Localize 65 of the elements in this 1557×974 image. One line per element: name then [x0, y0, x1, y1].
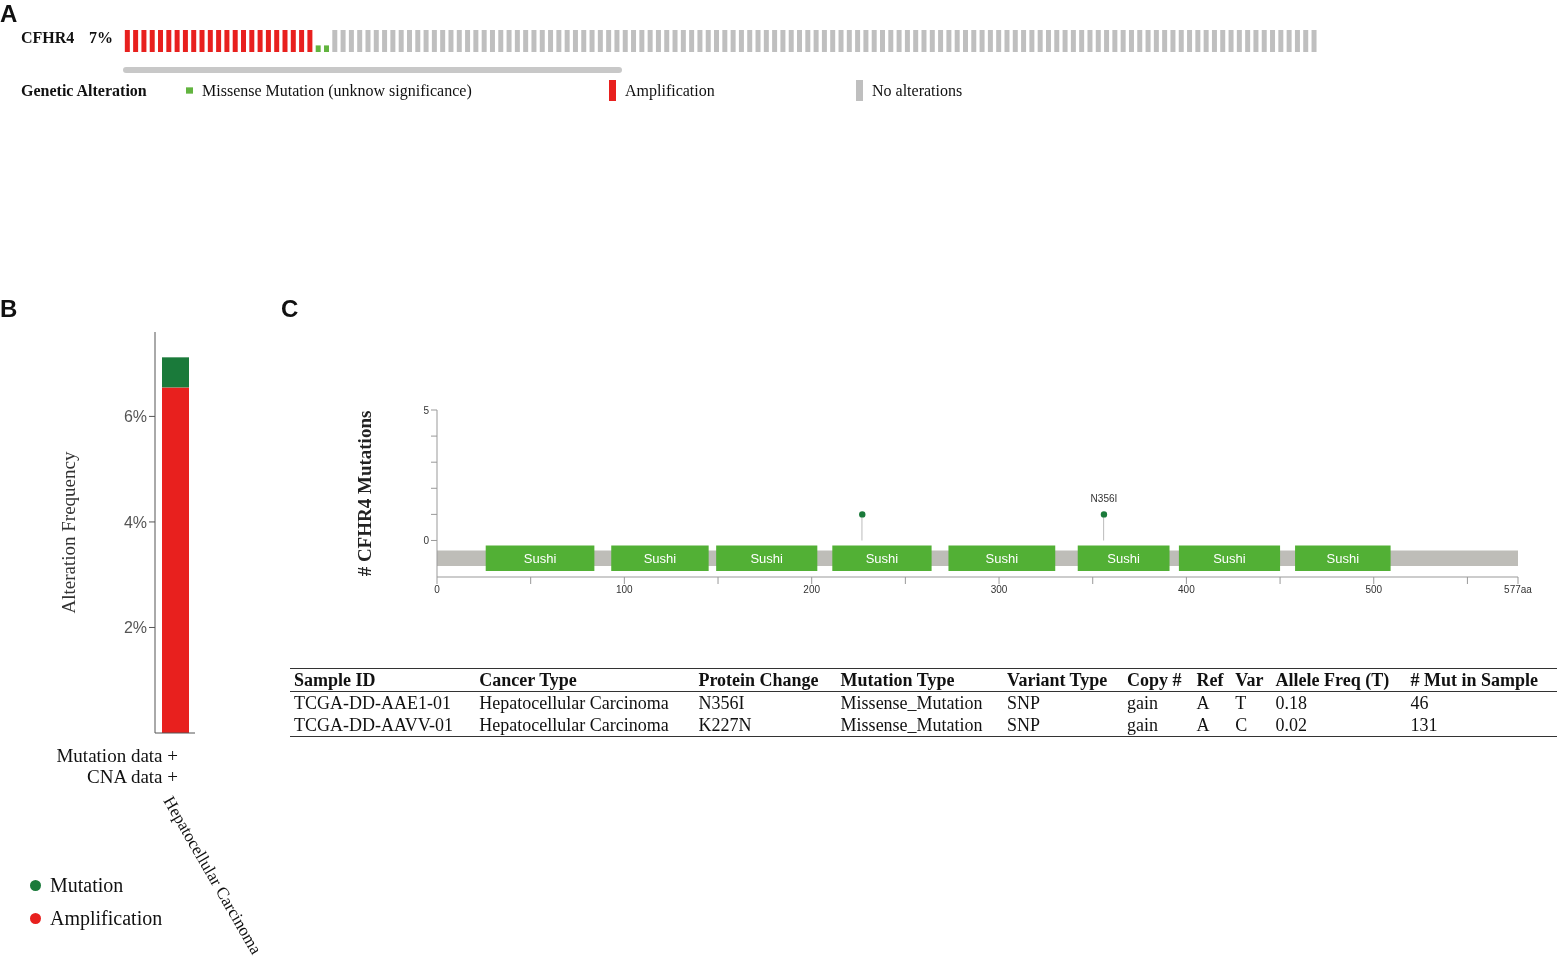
band-label: Sushi [865, 550, 899, 566]
category-label: # Mut in Sample [1409, 669, 1540, 692]
category-label: Ref [1195, 669, 1225, 692]
band-label: Sushi [523, 550, 557, 566]
x-tick-label: 100 [616, 584, 634, 596]
x-tick-label: 200 [803, 584, 821, 596]
text: A [1196, 715, 1210, 735]
text: 7% [89, 29, 113, 47]
text: C [281, 295, 299, 323]
text: K227N [698, 715, 752, 735]
text: Mutation data + [55, 745, 178, 767]
legend-label: No alterations [872, 81, 963, 100]
x-tick-label: 0 [434, 584, 441, 596]
y-axis-title: # CFHR4 Mutations [353, 410, 375, 577]
text: A [0, 0, 18, 28]
text: CNA data + [86, 766, 178, 788]
legend-label: Amplification [625, 81, 715, 100]
chart-title: CFHR4 [21, 29, 75, 47]
category-label: Cancer Type [478, 669, 578, 692]
band-label: Sushi [985, 550, 1019, 566]
text: B [0, 295, 18, 323]
text: T [1235, 693, 1247, 713]
text: 0.18 [1275, 693, 1308, 713]
text: Hepatocellular Carcinoma [479, 693, 669, 713]
band-label: Sushi [1326, 550, 1360, 566]
x-tick-label: 577aa [1504, 584, 1533, 596]
category-label: Protein Change [697, 669, 820, 692]
text: gain [1127, 715, 1159, 735]
text: C [1235, 715, 1248, 735]
text: Hepatocellular Carcinoma [479, 715, 669, 735]
band-label: Sushi [643, 550, 677, 566]
text: gain [1127, 693, 1159, 713]
y-axis-title: Alteration Frequency [57, 451, 79, 614]
category-label: Sample ID [293, 669, 377, 692]
category-label: Variant Type [1006, 669, 1109, 692]
y-tick-label: 4% [123, 513, 147, 531]
legend-label: Mutation [50, 874, 124, 896]
band-label: Sushi [1107, 550, 1140, 566]
category-label: Allele Freq (T) [1274, 669, 1391, 692]
category-label: Mutation Type [839, 669, 956, 692]
band-label: Sushi [1213, 550, 1246, 566]
text: 0.02 [1275, 715, 1308, 735]
legend-label: Amplification [49, 906, 163, 932]
text: 46 [1410, 693, 1429, 713]
x-tick-label: 500 [1365, 584, 1383, 596]
y-tick-label: 2% [123, 619, 147, 637]
text: A [1196, 693, 1210, 713]
band-label: Sushi [750, 550, 784, 566]
legend-title: Genetic Alteration [21, 81, 148, 100]
text: TCGA-DD-AAE1-01 [294, 693, 451, 713]
text: Missense_Mutation [840, 693, 983, 713]
y-tick-label: 6% [123, 408, 147, 426]
y-tick-label: 5 [423, 404, 430, 416]
text: 131 [1410, 715, 1438, 735]
x-tick-label: 400 [1178, 584, 1196, 596]
legend-label: Missense Mutation (unknow significance) [202, 81, 472, 100]
data-label: N356I [1090, 492, 1118, 504]
category-label: Copy # [1126, 669, 1183, 692]
category-label: Var [1234, 669, 1265, 692]
text: TCGA-DD-AAVV-01 [294, 715, 454, 735]
text: SNP [1007, 715, 1041, 735]
text: N356I [698, 693, 745, 713]
text: Missense_Mutation [840, 715, 983, 735]
text: SNP [1007, 693, 1041, 713]
x-tick-label: 300 [990, 584, 1008, 596]
